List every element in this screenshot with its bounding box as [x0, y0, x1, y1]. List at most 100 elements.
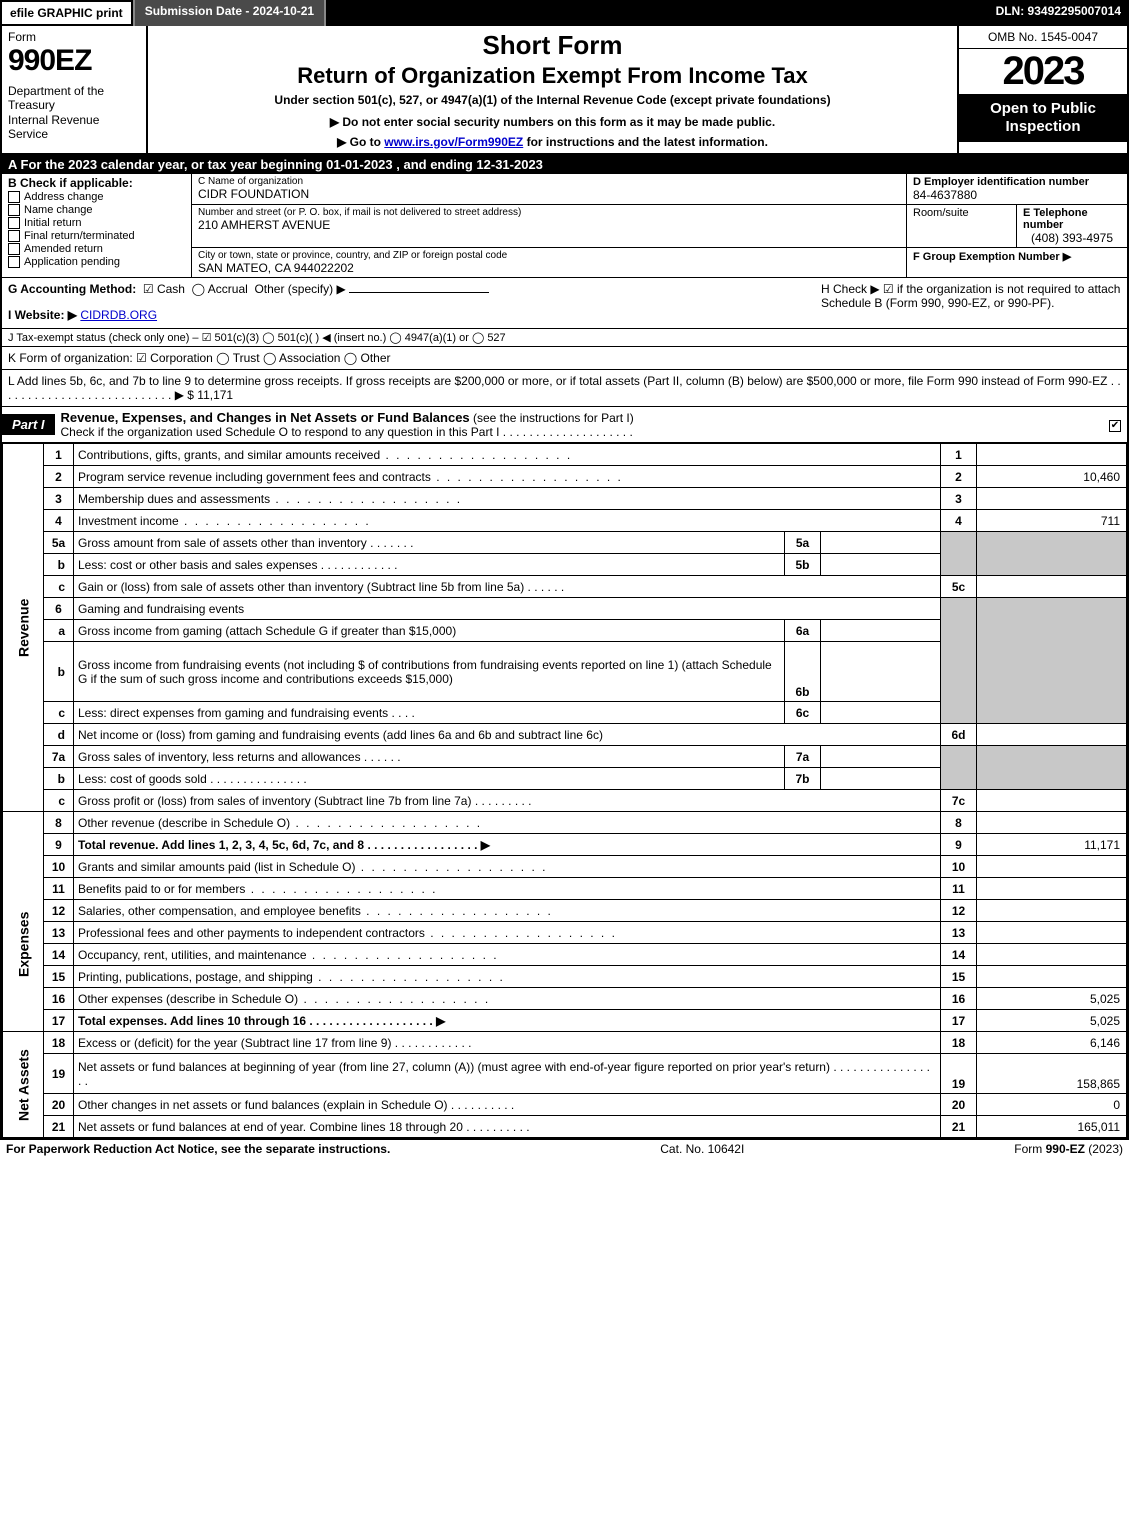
- line-8-value: [977, 812, 1127, 834]
- address-label: Number and street (or P. O. box, if mail…: [198, 207, 900, 218]
- top-bar: efile GRAPHIC print Submission Date - 20…: [0, 0, 1129, 26]
- section-f: F Group Exemption Number ▶: [907, 248, 1127, 277]
- line-6b-num: b: [44, 642, 74, 702]
- opt-amended-return: Amended return: [24, 243, 103, 255]
- line-6d-num: d: [44, 724, 74, 746]
- line-10-num: 10: [44, 856, 74, 878]
- line-19-num: 19: [44, 1054, 74, 1094]
- room-label: Room/suite: [913, 207, 1010, 219]
- part-1-title-text: Revenue, Expenses, and Changes in Net As…: [61, 410, 470, 425]
- line-8-desc: Other revenue (describe in Schedule O): [74, 812, 941, 834]
- checkbox-final-return[interactable]: [8, 230, 20, 242]
- line-18-num: 18: [44, 1032, 74, 1054]
- line-5a-desc: Gross amount from sale of assets other t…: [74, 532, 785, 554]
- line-7b-num: b: [44, 768, 74, 790]
- row-a-tax-year: A For the 2023 calendar year, or tax yea…: [2, 155, 1127, 174]
- line-9-desc: Total revenue. Add lines 1, 2, 3, 4, 5c,…: [74, 834, 941, 856]
- line-11-value: [977, 878, 1127, 900]
- line-17-value: 5,025: [977, 1010, 1127, 1032]
- line-7b-desc: Less: cost of goods sold . . . . . . . .…: [74, 768, 785, 790]
- goto-prefix: ▶ Go to: [337, 135, 384, 149]
- line-6d-desc: Net income or (loss) from gaming and fun…: [74, 724, 941, 746]
- opt-final-return: Final return/terminated: [24, 230, 135, 242]
- submission-date-button[interactable]: Submission Date - 2024-10-21: [133, 0, 326, 26]
- line-11-desc: Benefits paid to or for members: [74, 878, 941, 900]
- line-6a-sub-v: [821, 620, 941, 642]
- line-3-num: 3: [44, 488, 74, 510]
- line-19-value: 158,865: [977, 1054, 1127, 1094]
- address-value: 210 AMHERST AVENUE: [198, 218, 900, 232]
- website-link[interactable]: CIDRDB.ORG: [80, 308, 157, 322]
- line-18-value: 6,146: [977, 1032, 1127, 1054]
- netassets-vertical-label: Net Assets: [3, 1032, 44, 1138]
- schedule-o-checkbox[interactable]: [1109, 420, 1121, 432]
- goto-instructions: ▶ Go to www.irs.gov/Form990EZ for instru…: [154, 135, 951, 149]
- line-16-num: 16: [44, 988, 74, 1010]
- line-6a-desc: Gross income from gaming (attach Schedul…: [74, 620, 785, 642]
- footer-left: For Paperwork Reduction Act Notice, see …: [6, 1142, 390, 1156]
- checkbox-address-change[interactable]: [8, 191, 20, 203]
- efile-print-button[interactable]: efile GRAPHIC print: [0, 0, 133, 26]
- line-6c-desc: Less: direct expenses from gaming and fu…: [74, 702, 785, 724]
- page-footer: For Paperwork Reduction Act Notice, see …: [0, 1140, 1129, 1158]
- line-11-box: 11: [941, 878, 977, 900]
- line-7c-box: 7c: [941, 790, 977, 812]
- checkbox-initial-return[interactable]: [8, 217, 20, 229]
- opt-address-change: Address change: [24, 191, 104, 203]
- line-7b-sub-v: [821, 768, 941, 790]
- line-15-value: [977, 966, 1127, 988]
- footer-right: Form 990-EZ (2023): [1014, 1142, 1123, 1156]
- section-l-value: 11,171: [197, 388, 233, 402]
- header-middle: Short Form Return of Organization Exempt…: [148, 26, 957, 153]
- header-left: Form 990EZ Department of the Treasury In…: [2, 26, 148, 153]
- line-12-num: 12: [44, 900, 74, 922]
- section-g-h: G Accounting Method: ☑ Cash ◯ Accrual Ot…: [2, 278, 1127, 329]
- line-18-box: 18: [941, 1032, 977, 1054]
- section-k: K Form of organization: ☑ Corporation ◯ …: [2, 347, 1127, 370]
- line-9-box: 9: [941, 834, 977, 856]
- city-value: SAN MATEO, CA 944022202: [198, 261, 900, 275]
- section-j: J Tax-exempt status (check only one) – ☑…: [2, 329, 1127, 347]
- ssn-warning: ▶ Do not enter social security numbers o…: [154, 115, 951, 129]
- g-other: Other (specify) ▶: [254, 282, 345, 296]
- checkbox-amended-return[interactable]: [8, 243, 20, 255]
- phone-value: (408) 393-4975: [1023, 231, 1121, 245]
- line-19-box: 19: [941, 1054, 977, 1094]
- line-19-desc: Net assets or fund balances at beginning…: [74, 1054, 941, 1094]
- line-6-num: 6: [44, 598, 74, 620]
- footer-mid: Cat. No. 10642I: [660, 1142, 744, 1156]
- line-6a-sub-n: 6a: [785, 620, 821, 642]
- line-7c-desc: Gross profit or (loss) from sales of inv…: [74, 790, 941, 812]
- checkbox-application-pending[interactable]: [8, 256, 20, 268]
- line-6a-num: a: [44, 620, 74, 642]
- line-12-desc: Salaries, other compensation, and employ…: [74, 900, 941, 922]
- address-row: Number and street (or P. O. box, if mail…: [192, 205, 907, 247]
- ein-label: D Employer identification number: [913, 176, 1121, 188]
- opt-application-pending: Application pending: [24, 256, 120, 268]
- group-exemption-label: F Group Exemption Number ▶: [913, 250, 1121, 263]
- line-13-box: 13: [941, 922, 977, 944]
- short-form-title: Short Form: [154, 30, 951, 61]
- checkbox-name-change[interactable]: [8, 204, 20, 216]
- line-6b-desc: Gross income from fundraising events (no…: [74, 642, 785, 702]
- line-3-value: [977, 488, 1127, 510]
- dln-label: DLN: 93492295007014: [988, 0, 1129, 26]
- line-5ab-grey: [941, 532, 977, 576]
- line-7b-sub-n: 7b: [785, 768, 821, 790]
- irs-link[interactable]: www.irs.gov/Form990EZ: [384, 135, 523, 149]
- line-9-value: 11,171: [977, 834, 1127, 856]
- line-18-desc: Excess or (deficit) for the year (Subtra…: [74, 1032, 941, 1054]
- line-6-grey: [941, 598, 977, 724]
- form-header: Form 990EZ Department of the Treasury In…: [2, 26, 1127, 155]
- part-1-header: Part I Revenue, Expenses, and Changes in…: [2, 407, 1127, 443]
- line-4-value: 711: [977, 510, 1127, 532]
- revenue-vertical-label: Revenue: [3, 444, 44, 812]
- line-1-num: 1: [44, 444, 74, 466]
- line-2-num: 2: [44, 466, 74, 488]
- line-4-num: 4: [44, 510, 74, 532]
- section-e: E Telephone number (408) 393-4975: [1017, 205, 1127, 247]
- line-5b-sub-v: [821, 554, 941, 576]
- org-name-value: CIDR FOUNDATION: [198, 187, 900, 201]
- org-name-label: C Name of organization: [198, 176, 900, 187]
- line-5c-num: c: [44, 576, 74, 598]
